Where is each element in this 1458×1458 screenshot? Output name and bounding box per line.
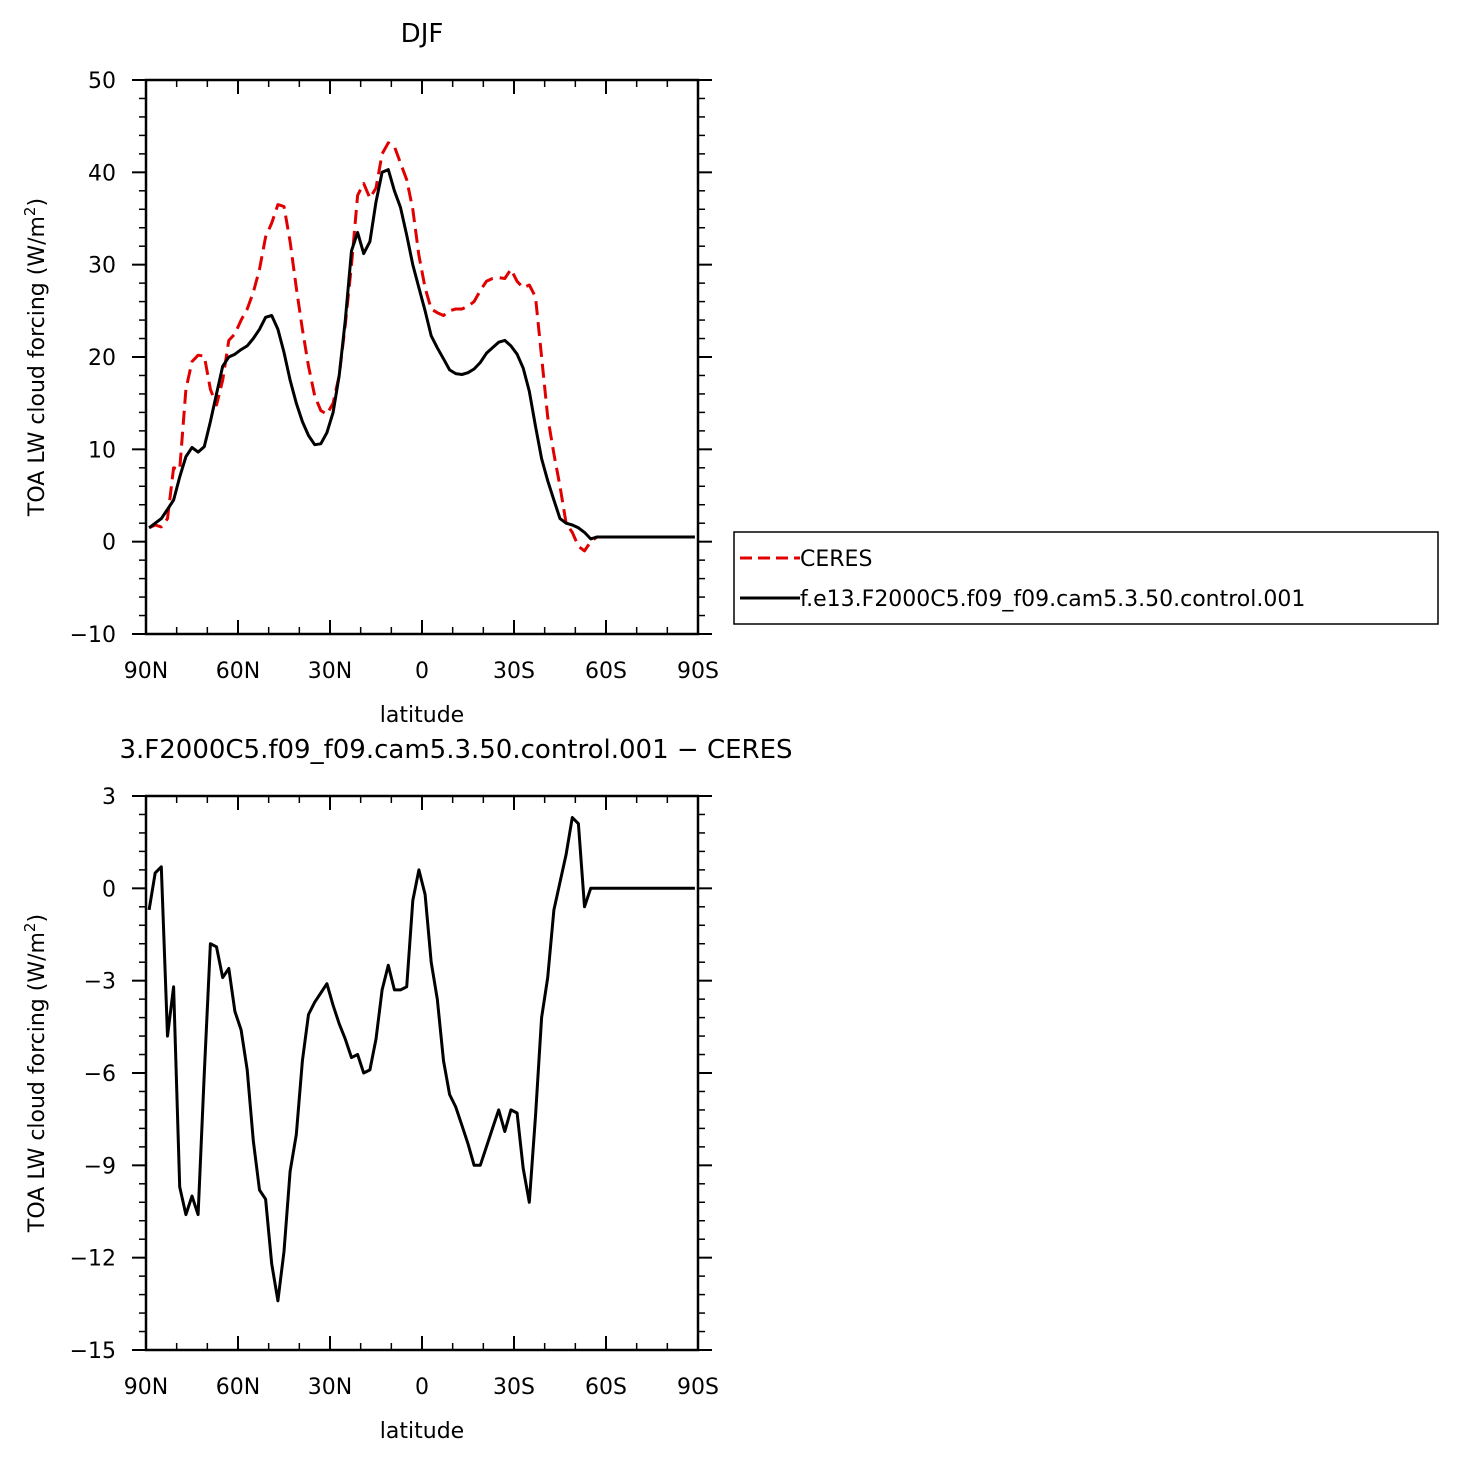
y-tick-label: 50 [88,69,116,94]
y-tick-label: −15 [70,1339,116,1364]
x-tick-label: 90S [677,659,719,684]
x-axis-label: latitude [380,1419,464,1444]
y-axis-label-sup: 2 [21,207,39,217]
panel-top-djf: DJF 90N 60N 30N 0 30S 60S 90S −10 0 10 20 30 40 50 lati… [21,19,719,728]
x-tick-label: 90N [124,1375,168,1400]
y-axis-label-sup: 2 [21,923,39,933]
y-tick-label: 40 [88,161,116,186]
x-tick-label: 60S [585,1375,627,1400]
y-tick-label: 0 [102,877,116,902]
y-tick-label: 30 [88,254,116,279]
x-tick-label: 60S [585,659,627,684]
legend-box [733,531,1439,625]
y-axis-label-end: ) [25,198,50,207]
y-axis-label-end: ) [25,914,50,923]
x-tick-label: 30S [493,659,535,684]
x-axis-label: latitude [380,703,464,728]
legend-label: CERES [800,547,872,572]
y-tick-label: −6 [84,1062,116,1087]
legend: CERES f.e13.F2000C5.f09_f09.cam5.3.50.con… [733,531,1439,625]
legend-label: f.e13.F2000C5.f09_f09.cam5.3.50.control.… [800,587,1305,612]
series-line-series-0 [147,816,695,1303]
x-tick-label: 90N [124,659,168,684]
y-axis-label-main: TOA LW cloud forcing (W/m [25,216,50,517]
x-tick-label: 30S [493,1375,535,1400]
y-tick-label: 20 [88,346,116,371]
series-line-f-e13-f2000c5-f09-f09-cam5-3-50-control-001 [148,168,695,541]
x-tick-label: 30N [308,1375,352,1400]
y-axis-label: TOA LW cloud forcing (W/m2) [21,198,50,517]
x-tick-label: 60N [216,1375,260,1400]
chart-title: DJF [401,19,444,49]
y-tick-label: −12 [70,1247,116,1272]
y-axis-label-main: TOA LW cloud forcing (W/m [25,932,50,1233]
x-tick-label: 90S [677,1375,719,1400]
y-tick-label: 0 [102,531,116,556]
panel-bottom-difference: 3.F2000C5.f09_f09.cam5.3.50.control.001 … [21,735,793,1444]
y-axis-label: TOA LW cloud forcing (W/m2) [21,914,50,1233]
y-tick-label: −3 [84,970,116,995]
y-tick-label: −10 [70,623,116,648]
y-tick-label: 10 [88,438,116,463]
series-line-ceres [148,141,695,553]
y-tick-label: −9 [84,1154,116,1179]
x-tick-label: 30N [308,659,352,684]
y-tick-label: 3 [102,785,116,810]
x-tick-label: 60N [216,659,260,684]
chart-title: 3.F2000C5.f09_f09.cam5.3.50.control.001 … [119,735,792,765]
x-tick-label: 0 [415,659,429,684]
x-tick-label: 0 [415,1375,429,1400]
